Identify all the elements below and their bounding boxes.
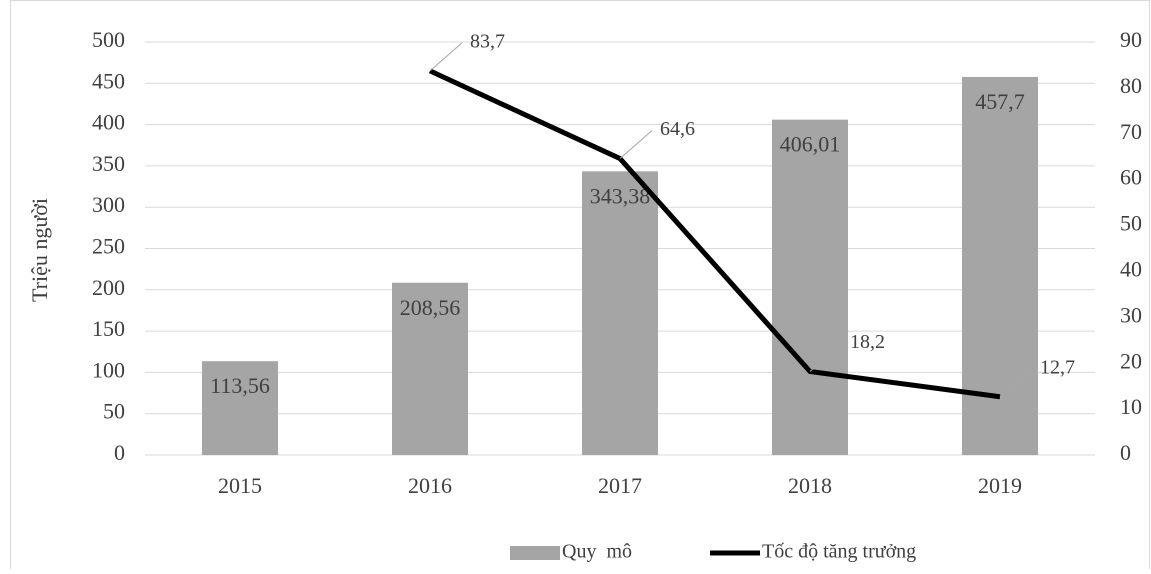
bar-value-label: 457,7	[975, 89, 1025, 114]
legend-label: Quy mô	[562, 541, 632, 563]
bar	[582, 171, 658, 456]
x-tick-label: 2015	[218, 473, 262, 498]
line-value-label: 64,6	[660, 118, 695, 140]
line-value-label: 12,7	[1040, 356, 1075, 378]
chart-frame	[10, 0, 1150, 574]
y-tick-label: 150	[92, 316, 125, 341]
leader-line	[999, 368, 1033, 398]
y2-tick-label: 60	[1120, 165, 1142, 190]
y-tick-label: 0	[114, 440, 125, 465]
y-tick-label: 100	[92, 357, 125, 382]
y-tick-label: 500	[92, 27, 125, 52]
y2-tick-label: 50	[1120, 211, 1142, 236]
bar	[962, 76, 1038, 456]
y-tick-label: 250	[92, 234, 125, 259]
y-tick-label: 350	[92, 151, 125, 176]
leader-line	[809, 343, 843, 372]
y-tick-label: 200	[92, 275, 125, 300]
legend-swatch	[510, 546, 560, 560]
leader-line	[619, 130, 653, 159]
y-axis-label: Triệu người	[27, 198, 52, 302]
y2-tick-label: 0	[1120, 440, 1131, 465]
leader-line	[429, 42, 463, 72]
bar	[772, 119, 848, 455]
line	[428, 68, 1001, 400]
y2-tick-label: 80	[1120, 73, 1142, 98]
y-tick-label: 400	[92, 110, 125, 135]
y-tick-label: 450	[92, 68, 125, 93]
y2-tick-label: 40	[1120, 256, 1142, 281]
y2-tick-label: 30	[1120, 302, 1142, 327]
line-value-label: 18,2	[850, 331, 885, 353]
y-tick-label: 300	[92, 192, 125, 217]
x-tick-label: 2016	[408, 473, 452, 498]
y-tick-label: 50	[103, 399, 125, 424]
line-value-label: 83,7	[470, 31, 505, 53]
legend-label: Tốc độ tăng trưởng	[762, 541, 916, 563]
bar-value-label: 208,56	[400, 295, 461, 320]
y2-tick-label: 70	[1120, 119, 1142, 144]
bar	[202, 361, 278, 455]
bar-value-label: 343,38	[590, 183, 651, 208]
x-tick-label: 2018	[788, 473, 832, 498]
y2-tick-label: 90	[1120, 27, 1142, 52]
y2-tick-label: 20	[1120, 348, 1142, 373]
bar-value-label: 406,01	[780, 132, 841, 157]
x-tick-label: 2017	[598, 473, 642, 498]
y2-tick-label: 10	[1120, 394, 1142, 419]
bar-value-label: 113,56	[210, 373, 270, 398]
bar	[392, 282, 468, 455]
x-tick-label: 2019	[978, 473, 1022, 498]
